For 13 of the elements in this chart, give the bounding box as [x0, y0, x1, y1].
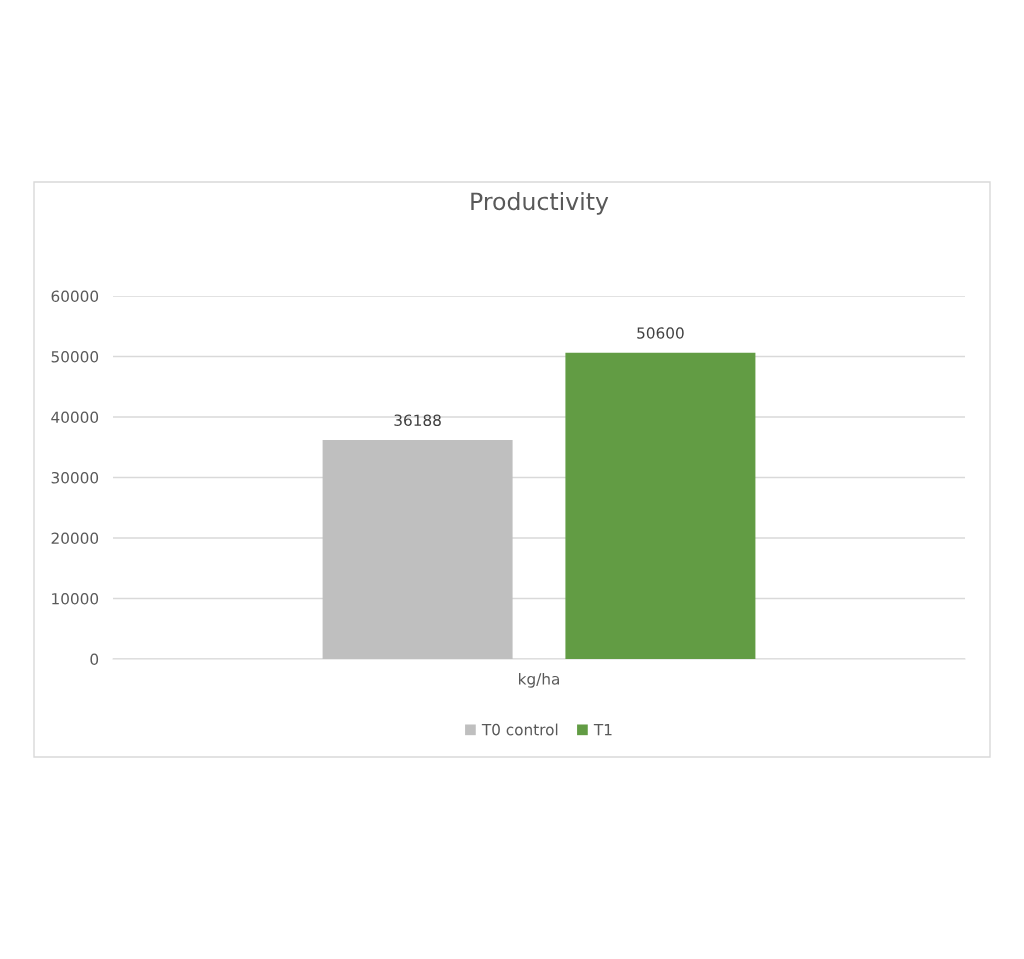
legend-label: T1: [593, 724, 612, 736]
data-label: 36188: [394, 414, 441, 426]
y-tick-label: 10000: [52, 592, 99, 605]
y-tick-label: 60000: [51, 290, 99, 303]
y-tick-label: 0: [90, 653, 99, 666]
y-tick-label: 20000: [51, 532, 99, 545]
y-tick-label: 50000: [51, 350, 99, 363]
x-tick-label: kg/ha: [519, 672, 559, 688]
y-tick-label: 40000: [51, 411, 99, 424]
data-label: 50600: [637, 327, 684, 339]
y-tick-label: 30000: [51, 471, 99, 484]
chart-title: Productivity: [471, 191, 609, 215]
legend-label: T0 control: [481, 723, 558, 736]
